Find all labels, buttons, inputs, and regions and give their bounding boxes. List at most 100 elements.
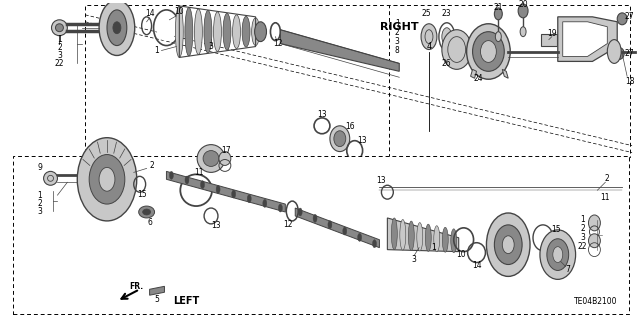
Text: 14: 14 xyxy=(145,9,154,19)
Ellipse shape xyxy=(518,4,528,18)
Text: 2: 2 xyxy=(605,174,610,183)
Ellipse shape xyxy=(589,234,600,248)
Text: 13: 13 xyxy=(356,136,367,145)
Polygon shape xyxy=(470,69,477,78)
Text: 26: 26 xyxy=(442,59,452,68)
Text: 23: 23 xyxy=(442,9,452,19)
Text: 22: 22 xyxy=(578,242,588,251)
Text: 2: 2 xyxy=(580,224,585,233)
Polygon shape xyxy=(558,17,617,62)
Text: 3: 3 xyxy=(57,51,62,60)
Ellipse shape xyxy=(495,32,501,41)
Ellipse shape xyxy=(451,229,457,253)
Ellipse shape xyxy=(44,171,58,185)
Ellipse shape xyxy=(372,240,376,248)
Text: 12: 12 xyxy=(284,220,293,229)
Text: 5: 5 xyxy=(154,295,159,304)
Text: 16: 16 xyxy=(345,122,355,131)
Text: 1: 1 xyxy=(580,215,585,225)
Text: 13: 13 xyxy=(211,221,221,230)
Text: 15: 15 xyxy=(551,225,561,234)
Ellipse shape xyxy=(553,247,563,263)
Polygon shape xyxy=(502,69,508,78)
Text: 22: 22 xyxy=(54,59,64,68)
Ellipse shape xyxy=(391,218,397,250)
Text: 12: 12 xyxy=(274,39,283,48)
Polygon shape xyxy=(295,208,380,248)
Text: 3: 3 xyxy=(580,233,585,242)
Text: 1: 1 xyxy=(431,243,436,252)
Text: 3: 3 xyxy=(37,206,42,216)
Text: 6: 6 xyxy=(147,219,152,227)
Text: 13: 13 xyxy=(376,176,386,185)
Ellipse shape xyxy=(252,18,260,46)
Text: 25: 25 xyxy=(421,9,431,19)
Bar xyxy=(389,5,630,157)
Ellipse shape xyxy=(143,209,150,215)
Bar xyxy=(85,5,410,157)
Text: 2: 2 xyxy=(149,161,154,170)
Ellipse shape xyxy=(186,180,206,200)
Text: 20: 20 xyxy=(518,0,528,10)
Ellipse shape xyxy=(263,199,267,207)
Ellipse shape xyxy=(540,230,575,279)
Ellipse shape xyxy=(223,13,231,50)
Text: 13: 13 xyxy=(317,110,327,119)
Text: 3: 3 xyxy=(395,37,400,46)
Text: TE04B2100: TE04B2100 xyxy=(573,297,617,306)
Text: 2: 2 xyxy=(37,199,42,208)
Ellipse shape xyxy=(247,195,252,203)
Ellipse shape xyxy=(617,13,627,25)
Text: 3: 3 xyxy=(209,42,214,51)
Ellipse shape xyxy=(255,22,266,41)
Ellipse shape xyxy=(400,219,406,250)
Ellipse shape xyxy=(502,236,514,254)
Ellipse shape xyxy=(607,40,621,63)
Text: 11: 11 xyxy=(195,168,204,177)
Ellipse shape xyxy=(486,213,530,276)
Ellipse shape xyxy=(298,208,302,216)
Polygon shape xyxy=(166,171,285,212)
Ellipse shape xyxy=(203,151,219,167)
Ellipse shape xyxy=(113,22,121,34)
Ellipse shape xyxy=(494,225,522,264)
Ellipse shape xyxy=(51,20,67,36)
Text: 19: 19 xyxy=(547,29,557,38)
Ellipse shape xyxy=(442,28,452,46)
Text: 15: 15 xyxy=(137,190,147,199)
Ellipse shape xyxy=(185,176,189,184)
Text: 3: 3 xyxy=(412,255,417,264)
Polygon shape xyxy=(387,218,459,252)
Text: 21: 21 xyxy=(493,4,503,12)
Ellipse shape xyxy=(200,181,205,189)
Ellipse shape xyxy=(175,6,183,57)
Ellipse shape xyxy=(232,190,236,198)
Ellipse shape xyxy=(313,214,317,222)
Ellipse shape xyxy=(472,32,504,71)
Ellipse shape xyxy=(107,10,127,46)
Ellipse shape xyxy=(426,224,431,251)
Text: 9: 9 xyxy=(37,163,42,172)
Ellipse shape xyxy=(56,24,63,32)
Polygon shape xyxy=(280,30,399,71)
Text: 24: 24 xyxy=(474,74,483,83)
Ellipse shape xyxy=(494,8,502,20)
Text: 2: 2 xyxy=(395,28,399,37)
Text: 18: 18 xyxy=(625,77,635,86)
Text: 2: 2 xyxy=(57,43,62,52)
Ellipse shape xyxy=(547,239,569,271)
Text: 11: 11 xyxy=(600,193,610,202)
Ellipse shape xyxy=(139,206,154,218)
Ellipse shape xyxy=(614,48,624,59)
Text: 27: 27 xyxy=(624,12,634,21)
Ellipse shape xyxy=(442,227,448,252)
Ellipse shape xyxy=(434,226,440,252)
Ellipse shape xyxy=(214,12,221,51)
Text: 8: 8 xyxy=(395,46,399,55)
Text: 4: 4 xyxy=(426,42,431,51)
Ellipse shape xyxy=(328,221,332,229)
Ellipse shape xyxy=(358,234,362,241)
Ellipse shape xyxy=(589,215,600,231)
Ellipse shape xyxy=(170,171,173,179)
Text: 14: 14 xyxy=(472,261,481,270)
